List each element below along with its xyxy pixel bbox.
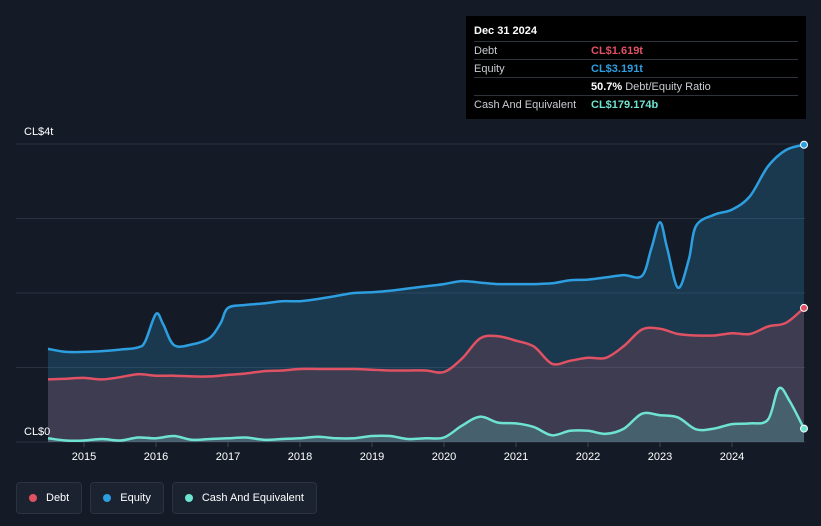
- cash-dot-icon: [184, 494, 193, 502]
- tooltip-cash-value: CL$179.174b: [591, 98, 659, 111]
- equity-dot-icon: [103, 494, 112, 502]
- equity-area: [48, 144, 804, 442]
- tooltip-debt-label: Debt: [474, 44, 498, 57]
- legend-item-debt[interactable]: Debt: [16, 482, 83, 514]
- x-tick-label: 2022: [576, 451, 600, 463]
- chart-legend: Debt Equity Cash And Equivalent: [16, 482, 317, 514]
- equity-line: [47, 143, 805, 354]
- y-axis-top-label: CL$4t: [24, 126, 53, 138]
- cash-and-equivalent-line: [47, 386, 806, 443]
- debt-dot-icon: [29, 494, 37, 502]
- tooltip-date: Dec 31 2024: [474, 25, 537, 37]
- series-lines: [47, 143, 806, 443]
- tooltip-row-ratio: 50.7% Debt/Equity Ratio: [474, 77, 798, 95]
- y-axis-bottom-label: CL$0: [24, 426, 50, 438]
- debt-area: [48, 307, 804, 442]
- x-tick-label: 2018: [288, 451, 312, 463]
- debt-line: [47, 306, 805, 381]
- tooltip-equity-label: Equity: [474, 62, 505, 75]
- tooltip-ratio-value: 50.7%: [591, 80, 623, 93]
- tooltip-row-equity: Equity CL$3.191t: [474, 59, 798, 77]
- legend-label-cash: Cash And Equivalent: [201, 492, 304, 504]
- x-tick-label: 2023: [648, 451, 672, 463]
- x-tick-label: 2015: [72, 451, 96, 463]
- legend-label-equity: Equity: [120, 492, 151, 504]
- tooltip-row-cash: Cash And Equivalent CL$179.174b: [474, 95, 798, 113]
- x-tick-label: 2016: [144, 451, 168, 463]
- tooltip-equity-value: CL$3.191t: [591, 62, 643, 75]
- tooltip-row-debt: Debt CL$1.619t: [474, 41, 798, 59]
- tooltip-debt-value: CL$1.619t: [591, 44, 643, 57]
- tooltip-cash-label: Cash And Equivalent: [474, 98, 577, 111]
- legend-item-equity[interactable]: Equity: [90, 482, 164, 514]
- x-tick-label: 2019: [360, 451, 384, 463]
- data-tooltip: Dec 31 2024 Debt CL$1.619t Equity CL$3.1…: [466, 16, 806, 119]
- equity-end-marker: [800, 140, 808, 149]
- x-tick-label: 2020: [432, 451, 456, 463]
- x-tick-label: 2021: [504, 451, 528, 463]
- grid-lines: [16, 143, 805, 443]
- legend-item-cash[interactable]: Cash And Equivalent: [171, 482, 317, 514]
- x-tick-label: 2017: [216, 451, 240, 463]
- legend-label-debt: Debt: [46, 492, 70, 504]
- end-markers: [800, 140, 808, 433]
- x-tick-label: 2024: [720, 451, 744, 463]
- debt-end-marker: [800, 303, 808, 312]
- cash-and-equivalent-end-marker: [800, 424, 808, 433]
- x-axis-ticks: 2015 2016 2017 2018 2019 2020 2021 2022 2023 2024: [72, 442, 744, 463]
- tooltip-ratio-label: Debt/Equity Ratio: [625, 80, 711, 93]
